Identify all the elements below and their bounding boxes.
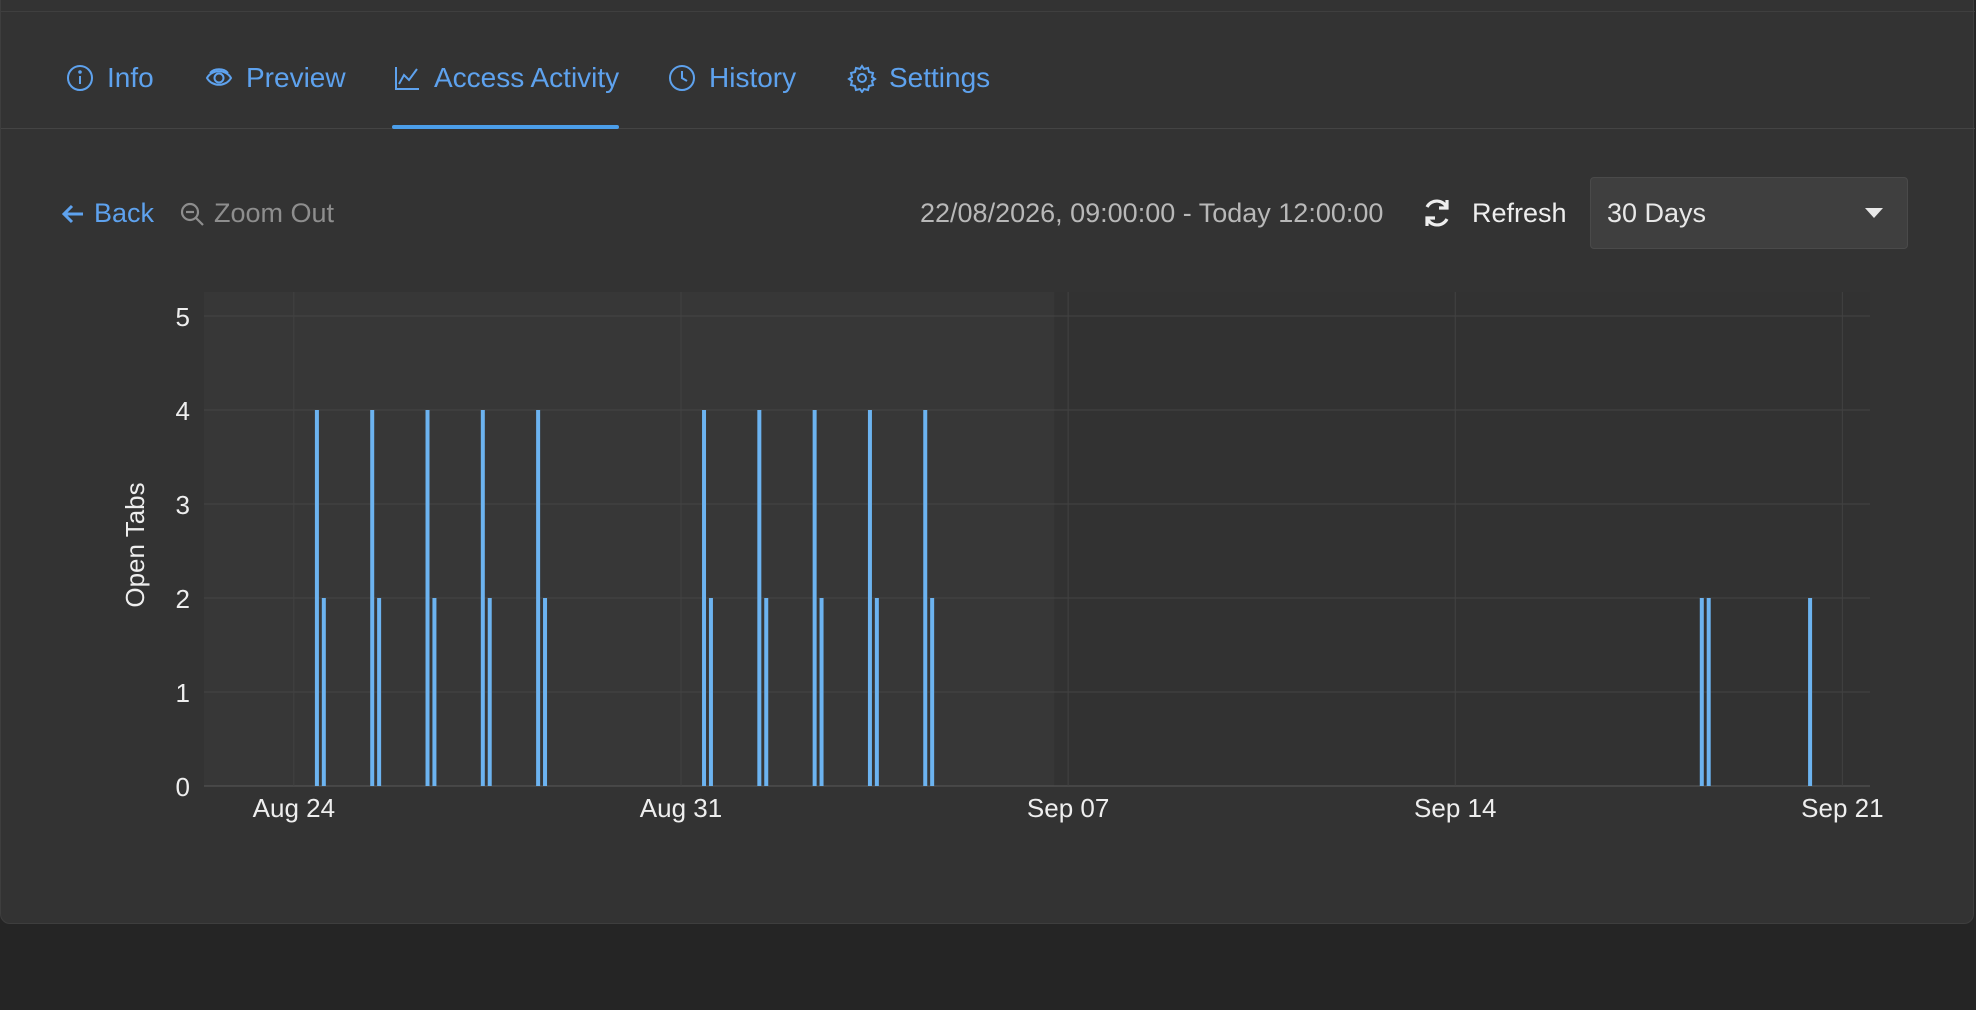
activity-bar	[708, 598, 713, 786]
info-icon	[67, 64, 93, 91]
back-button[interactable]: Back	[60, 198, 154, 229]
refresh-icon	[1425, 199, 1449, 227]
y-tick-label: 1	[176, 678, 190, 708]
clock-icon	[669, 64, 695, 91]
activity-bar	[543, 598, 548, 786]
activity-bar	[1706, 598, 1711, 786]
tab-history[interactable]: History	[667, 27, 796, 128]
zoom-out-icon	[180, 202, 204, 226]
activity-bar	[321, 598, 326, 786]
highlight-range	[204, 292, 1055, 786]
arrow-left-icon	[61, 204, 83, 223]
period-select-value: 30 Days	[1607, 197, 1707, 228]
chevron-down-icon	[1865, 208, 1883, 218]
gear-icon	[847, 63, 877, 93]
activity-bar	[314, 410, 319, 786]
date-range-text: 22/08/2026, 09:00:00 - Today 12:00:00	[920, 198, 1384, 228]
activity-bar	[425, 410, 430, 786]
activity-bar	[812, 410, 817, 786]
back-label: Back	[94, 198, 155, 228]
activity-bar	[536, 410, 541, 786]
activity-bar	[432, 598, 437, 786]
tab-bar: Info Preview Access Activity History	[1, 27, 1975, 129]
x-tick-label: Aug 31	[640, 793, 722, 823]
refresh-label: Refresh	[1472, 197, 1567, 228]
tab-preview[interactable]: Preview	[204, 27, 346, 128]
tab-history-label: History	[709, 61, 797, 93]
chart-line-icon	[395, 66, 419, 90]
x-tick-label: Aug 24	[253, 793, 335, 823]
activity-bar	[377, 598, 382, 786]
activity-bar	[487, 598, 492, 786]
header-divider	[1, 11, 1975, 12]
tab-info[interactable]: Info	[65, 27, 154, 128]
activity-bar	[819, 598, 824, 786]
y-tick-label: 3	[176, 490, 190, 520]
refresh-button[interactable]: Refresh	[1420, 196, 1567, 230]
zoom-out-button[interactable]: Zoom Out	[178, 198, 334, 229]
y-tick-label: 0	[176, 772, 190, 802]
tab-settings-label: Settings	[889, 61, 991, 93]
tab-settings[interactable]: Settings	[847, 27, 990, 128]
tab-preview-label: Preview	[246, 61, 346, 93]
x-tick-label: Sep 14	[1414, 793, 1496, 823]
activity-bar	[370, 410, 375, 786]
x-tick-label: Sep 21	[1801, 793, 1883, 823]
eye-icon	[205, 67, 233, 86]
activity-bar	[1808, 598, 1813, 786]
tab-access-activity-label: Access Activity	[434, 61, 620, 93]
x-tick-label: Sep 07	[1027, 793, 1109, 823]
activity-bar	[1699, 598, 1704, 786]
activity-bar	[757, 410, 762, 786]
activity-bar	[480, 410, 485, 786]
period-select[interactable]: 30 Days	[1590, 177, 1908, 249]
y-tick-label: 5	[176, 302, 190, 332]
y-axis-label: Open Tabs	[120, 482, 150, 607]
tab-info-label: Info	[107, 61, 154, 93]
activity-bar	[764, 598, 769, 786]
activity-bar	[702, 410, 707, 786]
activity-bar	[923, 410, 928, 786]
activity-bar	[874, 598, 879, 786]
y-tick-label: 4	[176, 396, 190, 426]
y-tick-label: 2	[176, 584, 190, 614]
activity-bar	[930, 598, 935, 786]
activity-bar	[867, 410, 872, 786]
tab-access-activity[interactable]: Access Activity	[392, 27, 620, 129]
zoom-out-label: Zoom Out	[214, 198, 335, 228]
